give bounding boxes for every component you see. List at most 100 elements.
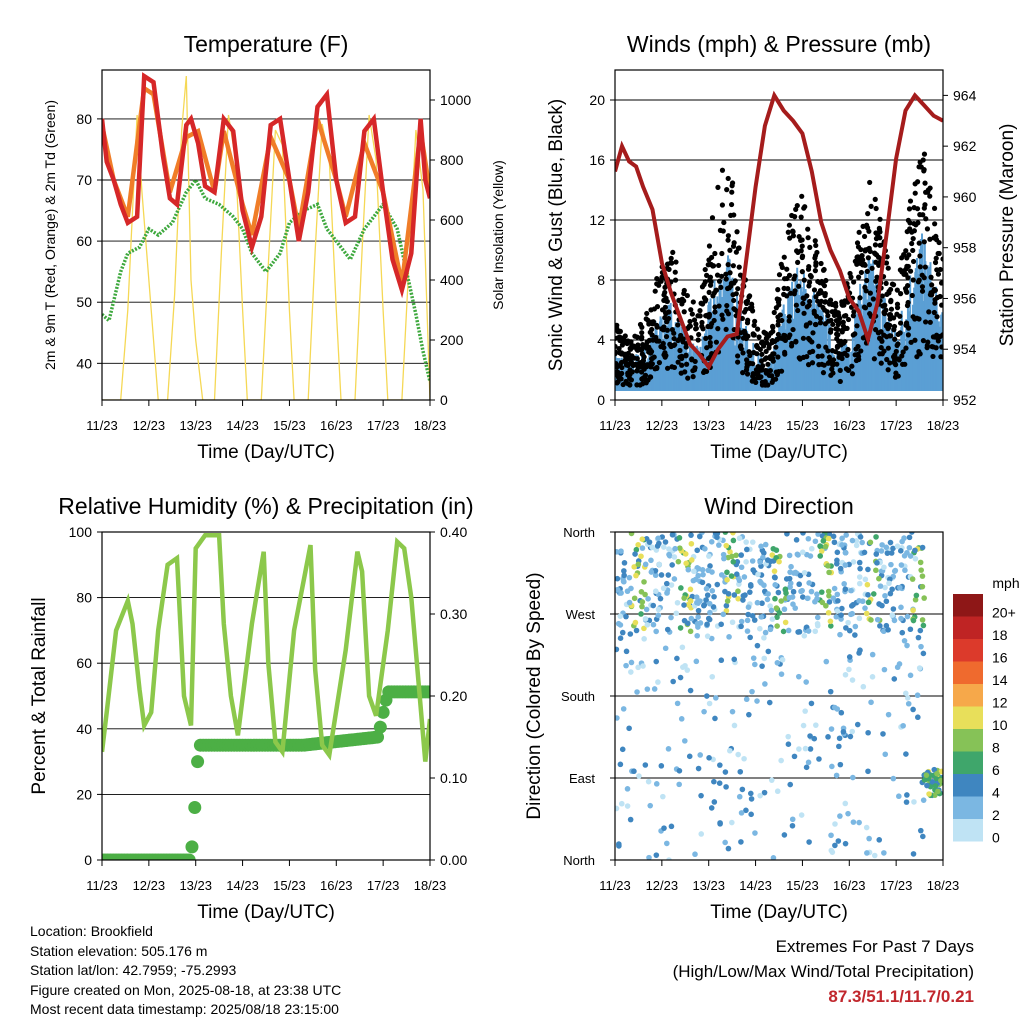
x-tick-label: 16/23 bbox=[320, 878, 353, 893]
direction-point bbox=[834, 591, 841, 598]
direction-point bbox=[765, 648, 772, 655]
direction-point bbox=[867, 539, 874, 546]
gust-point bbox=[728, 201, 735, 208]
gust-point bbox=[723, 271, 729, 277]
direction-point bbox=[773, 605, 780, 611]
gust-point bbox=[907, 268, 914, 274]
gust-point bbox=[710, 263, 717, 269]
gust-point bbox=[903, 345, 909, 351]
direction-point bbox=[913, 592, 920, 599]
direction-point bbox=[842, 800, 849, 807]
station-latlon: Station lat/lon: 42.7959; -75.2993 bbox=[30, 962, 237, 978]
station-location: Location: Brookfield bbox=[30, 923, 153, 939]
gust-point bbox=[670, 249, 676, 256]
direction-point bbox=[660, 544, 667, 550]
direction-point bbox=[660, 793, 666, 800]
direction-point bbox=[849, 728, 856, 735]
gust-point bbox=[888, 333, 894, 339]
gust-point bbox=[617, 328, 623, 334]
gust-point bbox=[773, 344, 779, 350]
gust-point bbox=[823, 344, 829, 350]
gust-point bbox=[744, 371, 751, 377]
direction-point bbox=[754, 599, 761, 606]
gust-point bbox=[902, 361, 908, 367]
direction-point bbox=[859, 598, 866, 605]
direction-point bbox=[623, 648, 630, 655]
x-tick-label: 15/23 bbox=[786, 418, 819, 433]
gust-point bbox=[770, 324, 776, 330]
gust-point bbox=[731, 297, 737, 304]
direction-point bbox=[836, 743, 842, 750]
direction-point bbox=[702, 546, 708, 552]
direction-point bbox=[812, 628, 819, 635]
direction-point bbox=[778, 671, 785, 677]
direction-point bbox=[827, 618, 834, 625]
direction-point bbox=[642, 561, 649, 568]
gust-point bbox=[800, 295, 806, 301]
direction-point bbox=[845, 619, 851, 626]
direction-point bbox=[693, 658, 700, 665]
direction-point bbox=[749, 688, 755, 695]
gust-point bbox=[900, 349, 906, 355]
plot-frame-4 bbox=[614, 531, 944, 861]
gust-point bbox=[724, 302, 730, 309]
direction-point bbox=[797, 572, 804, 579]
gust-point bbox=[735, 353, 741, 359]
gust-point bbox=[795, 307, 801, 314]
direction-point bbox=[842, 562, 849, 568]
x-tick-label: 18/23 bbox=[414, 878, 447, 893]
gust-point bbox=[875, 330, 881, 336]
colorbar-label: 6 bbox=[992, 762, 1000, 778]
direction-point bbox=[730, 537, 737, 544]
gust-point bbox=[858, 246, 864, 253]
gust-point bbox=[919, 284, 926, 290]
colorbar-swatch bbox=[953, 751, 983, 774]
gust-point bbox=[935, 271, 941, 277]
direction-point bbox=[865, 566, 871, 573]
direction-point bbox=[869, 674, 876, 680]
gust-point bbox=[912, 190, 918, 196]
gust-point bbox=[888, 306, 895, 312]
gust-point bbox=[919, 272, 925, 278]
gust-point bbox=[805, 226, 811, 232]
gust-point bbox=[647, 374, 653, 380]
direction-point bbox=[789, 816, 796, 823]
direction-point bbox=[817, 543, 823, 549]
direction-point bbox=[862, 605, 868, 611]
direction-point bbox=[736, 793, 743, 800]
panel-title-1: Temperature (F) bbox=[184, 31, 349, 57]
direction-point bbox=[621, 568, 627, 574]
direction-point bbox=[695, 614, 701, 620]
direction-point bbox=[770, 855, 777, 860]
direction-point bbox=[903, 799, 910, 805]
direction-point bbox=[807, 746, 814, 752]
direction-point bbox=[638, 611, 644, 617]
direction-point bbox=[907, 553, 914, 559]
gust-point bbox=[813, 294, 819, 300]
gust-point bbox=[867, 290, 873, 296]
direction-point bbox=[852, 623, 859, 630]
direction-point bbox=[748, 811, 754, 818]
direction-point bbox=[718, 657, 725, 664]
gust-point bbox=[817, 302, 823, 308]
direction-point bbox=[817, 553, 824, 559]
direction-point bbox=[757, 792, 763, 799]
y2-tick-label: 200 bbox=[440, 332, 464, 348]
gust-point bbox=[677, 347, 683, 354]
x-tick-label: 11/23 bbox=[599, 418, 631, 433]
direction-point bbox=[888, 550, 895, 556]
direction-point bbox=[771, 568, 778, 574]
gust-point bbox=[811, 287, 818, 293]
precip-point bbox=[185, 840, 199, 854]
direction-point bbox=[906, 544, 913, 551]
gust-point bbox=[690, 299, 696, 305]
colorbar-label: 8 bbox=[992, 739, 1000, 755]
gust-point bbox=[801, 310, 807, 316]
direction-point bbox=[825, 563, 831, 569]
direction-point bbox=[744, 546, 750, 553]
gust-point bbox=[773, 369, 779, 375]
gust-point bbox=[661, 345, 667, 351]
direction-point bbox=[711, 799, 718, 805]
direction-point bbox=[741, 574, 748, 580]
direction-point bbox=[890, 606, 897, 612]
